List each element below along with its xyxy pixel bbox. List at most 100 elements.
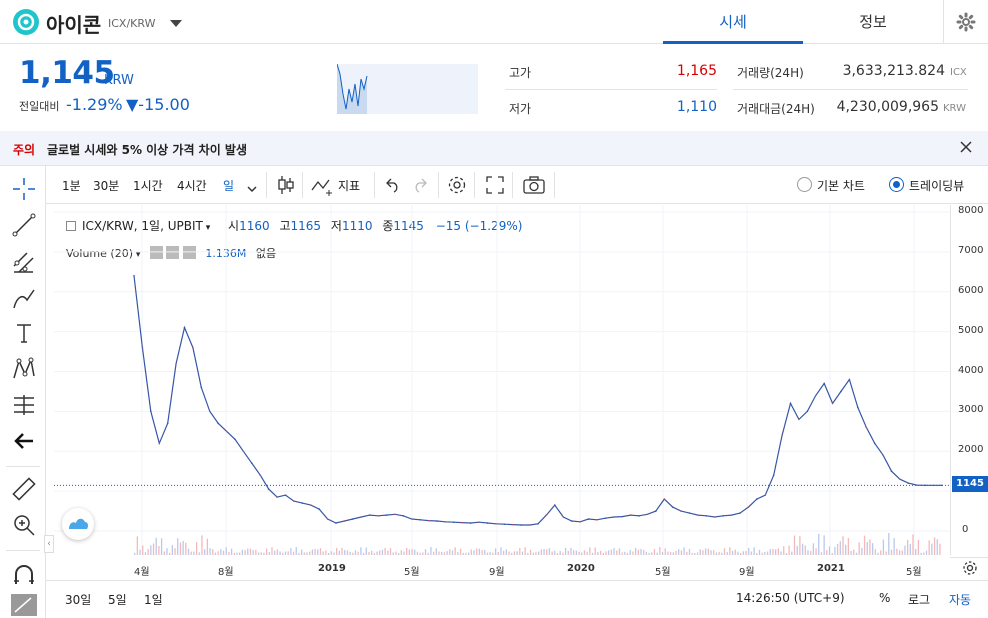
percent-toggle[interactable]: %: [879, 591, 891, 605]
close-icon[interactable]: [182, 246, 196, 259]
volume-bar: [742, 551, 744, 555]
crosshair-icon[interactable]: [11, 176, 37, 202]
volume-bar: [222, 550, 225, 555]
volume-bar: [664, 548, 666, 555]
candle-type-icon[interactable]: [276, 174, 296, 200]
volume-bar: [923, 552, 925, 555]
price-point: [772, 474, 775, 476]
price-point: [444, 521, 447, 523]
fullscreen-icon[interactable]: [486, 176, 504, 198]
collapse-legend-icon[interactable]: [66, 221, 76, 231]
price-point: [848, 378, 851, 381]
zoom-in-icon[interactable]: [11, 512, 37, 538]
volume-bar: [185, 542, 187, 555]
interval-1d[interactable]: 일: [223, 179, 235, 193]
volume-bar: [831, 552, 833, 555]
volume-bar: [702, 550, 704, 555]
volume-label[interactable]: Volume (20): [66, 247, 133, 260]
redo-icon[interactable]: [411, 177, 429, 197]
volume-bar: [392, 552, 394, 555]
volume-bar: [785, 552, 788, 555]
brush-icon[interactable]: [11, 286, 37, 312]
volume-bar: [368, 551, 370, 555]
volume-bar: [648, 552, 650, 555]
collapse-toolbar-button[interactable]: ‹: [44, 535, 54, 553]
volume-bar: [416, 551, 419, 555]
volume-bar: [233, 552, 235, 555]
price-point: [840, 390, 842, 393]
price-point: [823, 382, 825, 385]
radio-tradingview[interactable]: [889, 177, 904, 192]
volume-bar: [451, 550, 454, 555]
legend-high-label: 고: [279, 219, 291, 233]
volume-bar: [796, 545, 798, 555]
price-point: [688, 512, 691, 514]
volume-bar: [551, 551, 553, 555]
volume-bar: [467, 552, 470, 555]
auto-toggle[interactable]: 자동: [949, 593, 972, 607]
tradingview-logo-icon[interactable]: [62, 508, 94, 540]
interval-4h[interactable]: 4시간: [177, 179, 207, 193]
price-point: [857, 406, 859, 409]
volume-bar: [586, 551, 588, 555]
indicator-icon[interactable]: [311, 176, 335, 200]
price-point: [806, 410, 809, 413]
volume-bar: [931, 543, 933, 555]
price-point: [764, 494, 767, 496]
volume-bar: [201, 535, 203, 555]
chevron-down-icon[interactable]: [170, 20, 182, 27]
volume-bar: [492, 552, 494, 555]
arrow-left-icon[interactable]: [11, 428, 37, 454]
radio-basic-chart[interactable]: [797, 177, 812, 192]
interval-1h[interactable]: 1시간: [133, 179, 163, 193]
gear-icon[interactable]: [166, 246, 180, 259]
log-toggle[interactable]: 로그: [908, 593, 931, 607]
settings-icon[interactable]: [447, 175, 467, 199]
volume-bar: [812, 543, 815, 555]
basic-chart-label[interactable]: 기본 차트: [817, 179, 865, 193]
interval-1m[interactable]: 1분: [62, 179, 81, 193]
volume-bar: [249, 548, 252, 555]
tab-info[interactable]: 정보: [859, 13, 887, 31]
hide-drawings-icon[interactable]: [11, 594, 37, 616]
volume-bar: [427, 552, 429, 555]
volume-bar: [783, 546, 785, 555]
volume-bar: [371, 550, 373, 555]
volume-bar: [414, 549, 416, 555]
fib-icon[interactable]: [11, 250, 37, 276]
volume-bar: [745, 551, 747, 555]
range-1d[interactable]: 1일: [144, 593, 163, 607]
ruler-icon[interactable]: [11, 476, 37, 502]
pattern-icon[interactable]: [11, 356, 37, 382]
interval-30m[interactable]: 30분: [93, 179, 120, 193]
range-30d[interactable]: 30일: [65, 593, 92, 607]
gear-icon[interactable]: [962, 560, 978, 580]
price-chart[interactable]: [54, 205, 950, 555]
gear-icon[interactable]: [956, 12, 976, 36]
volume-bar: [241, 549, 244, 555]
volume-bar: [387, 550, 389, 555]
range-5d[interactable]: 5일: [108, 593, 127, 607]
camera-icon[interactable]: [523, 176, 545, 198]
text-icon[interactable]: [11, 320, 37, 346]
tab-price[interactable]: 시세: [663, 0, 803, 44]
indicator-label[interactable]: 지표: [338, 179, 361, 193]
tradingview-label[interactable]: 트레이딩뷰: [909, 179, 965, 193]
chevron-down-icon[interactable]: [247, 179, 257, 198]
volume-bar: [376, 551, 378, 555]
volume-bar: [928, 540, 930, 555]
volume-bar: [764, 551, 766, 555]
y-tick-label: 3000: [958, 404, 984, 416]
price-point: [612, 516, 615, 518]
trend-line-icon[interactable]: [11, 212, 37, 238]
close-icon[interactable]: [958, 139, 974, 159]
magnet-icon[interactable]: [11, 562, 37, 588]
measure-icon[interactable]: [11, 392, 37, 418]
undo-icon[interactable]: [384, 177, 402, 197]
icon-coin-logo-icon: [13, 9, 39, 35]
volume-bar: [578, 552, 580, 555]
price-point: [882, 454, 884, 457]
volume-bar: [476, 548, 478, 555]
volume-bar: [772, 548, 774, 555]
eye-icon[interactable]: [149, 246, 163, 259]
